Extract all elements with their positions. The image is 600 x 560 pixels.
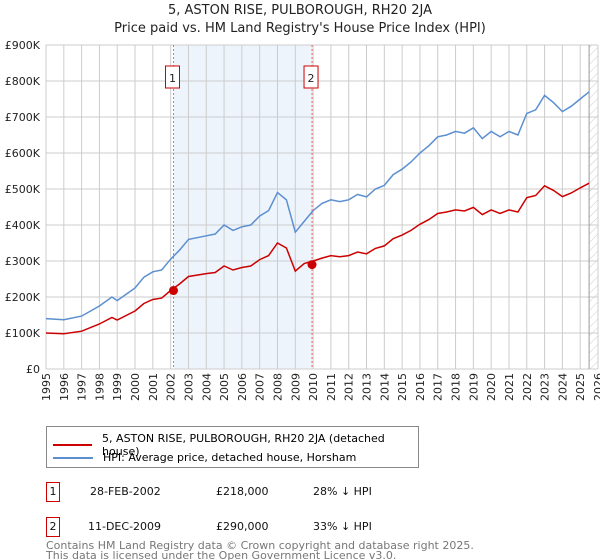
x-tick-label: 2009 — [289, 373, 302, 401]
x-tick-label: 2026 — [592, 373, 600, 401]
plot-area — [46, 45, 598, 369]
series-line — [45, 91, 590, 321]
legend-label: HPI: Average price, detached house, Hors… — [103, 451, 357, 464]
sale-point — [168, 286, 178, 296]
x-tick-label: 2018 — [450, 373, 463, 401]
sale-badge-box — [303, 65, 319, 89]
y-tick-label: £300K — [5, 255, 41, 268]
x-tick-label: 2002 — [165, 373, 178, 401]
sale-badge: 1 — [46, 482, 60, 502]
sale-date: 28-FEB-2002 — [90, 485, 161, 498]
red-line-swatch — [53, 444, 93, 446]
sale-hpi-diff: 33% ↓ HPI — [313, 520, 372, 533]
y-tick-label: £500K — [5, 183, 41, 196]
chart-subtitle: Price paid vs. HM Land Registry's House … — [114, 21, 486, 36]
footer-copyright: Contains HM Land Registry data © Crown c… — [46, 539, 474, 552]
x-tick-label: 1999 — [111, 373, 124, 401]
x-tick-label: 2004 — [200, 373, 213, 401]
x-tick-label: 1996 — [58, 373, 71, 401]
x-tick-label: 2022 — [521, 373, 534, 401]
sale-badge-box — [164, 65, 180, 89]
x-tick-label: 2001 — [147, 373, 160, 401]
x-tick-label: 2005 — [218, 373, 231, 401]
x-tick-label: 2021 — [503, 373, 516, 401]
sale-hpi-diff: 28% ↓ HPI — [313, 485, 372, 498]
sale-price: £218,000 — [216, 485, 269, 498]
sale-badge-label: 2 — [308, 72, 315, 85]
x-tick-label: 2023 — [539, 373, 552, 401]
sale-badge: 2 — [46, 517, 60, 537]
x-tick-label: 2010 — [307, 373, 320, 401]
x-tick-label: 2015 — [396, 373, 409, 401]
sale-date: 11-DEC-2009 — [88, 520, 162, 533]
x-tick-label: 2025 — [574, 373, 587, 401]
x-tick-label: 1997 — [76, 373, 89, 401]
x-tick-label: 2024 — [556, 373, 569, 401]
chart-title: 5, ASTON RISE, PULBOROUGH, RH20 2JA — [168, 3, 432, 18]
sale-point — [307, 260, 317, 270]
x-tick-label: 1998 — [93, 373, 106, 401]
legend-item-hpi: HPI: Average price, detached house, Hors… — [53, 451, 356, 464]
x-tick-label: 2006 — [236, 373, 249, 401]
legend: 5, ASTON RISE, PULBOROUGH, RH20 2JA (det… — [46, 426, 419, 468]
y-tick-label: £600K — [5, 147, 41, 160]
footer-licence: This data is licensed under the Open Gov… — [46, 549, 397, 560]
legend-label: 5, ASTON RISE, PULBOROUGH, RH20 2JA (det… — [102, 432, 385, 458]
y-tick-label: £400K — [5, 219, 41, 232]
ownership-shading — [173, 45, 313, 369]
y-tick-label: £900K — [5, 39, 41, 52]
x-tick-label: 1995 — [40, 373, 53, 401]
y-tick-label: £100K — [5, 327, 41, 340]
footer: Contains HM Land Registry data © Crown c… — [46, 539, 474, 560]
x-tick-label: 2011 — [325, 373, 338, 401]
x-tick-label: 2019 — [467, 373, 480, 401]
blue-line-swatch — [53, 456, 93, 459]
y-tick-label: £200K — [5, 291, 41, 304]
x-tick-label: 2000 — [129, 373, 142, 401]
y-tick-label: £0 — [26, 363, 40, 376]
x-tick-label: 2013 — [361, 373, 374, 401]
x-tick-label: 2016 — [414, 373, 427, 401]
x-tick-label: 2003 — [182, 373, 195, 401]
x-tick-label: 2014 — [378, 373, 391, 401]
x-tick-label: 2008 — [271, 373, 284, 401]
x-tick-label: 2007 — [254, 373, 267, 401]
price-chart: 1 2 1995 1996 1997 1998 1999 2000 2001 2002 2003 20… — [5, 39, 600, 401]
series-line — [45, 182, 590, 335]
legend-item-property: 5, ASTON RISE, PULBOROUGH, RH20 2JA (det… — [53, 432, 418, 458]
x-tick-label: 2012 — [343, 373, 356, 401]
y-tick-label: £800K — [5, 75, 41, 88]
forecast-hatch — [589, 45, 598, 369]
x-tick-label: 2020 — [485, 373, 498, 401]
sale-badge-label: 1 — [169, 72, 176, 85]
x-tick-label: 2017 — [432, 373, 445, 401]
sale-price: £290,000 — [216, 520, 269, 533]
y-tick-label: £700K — [5, 111, 41, 124]
